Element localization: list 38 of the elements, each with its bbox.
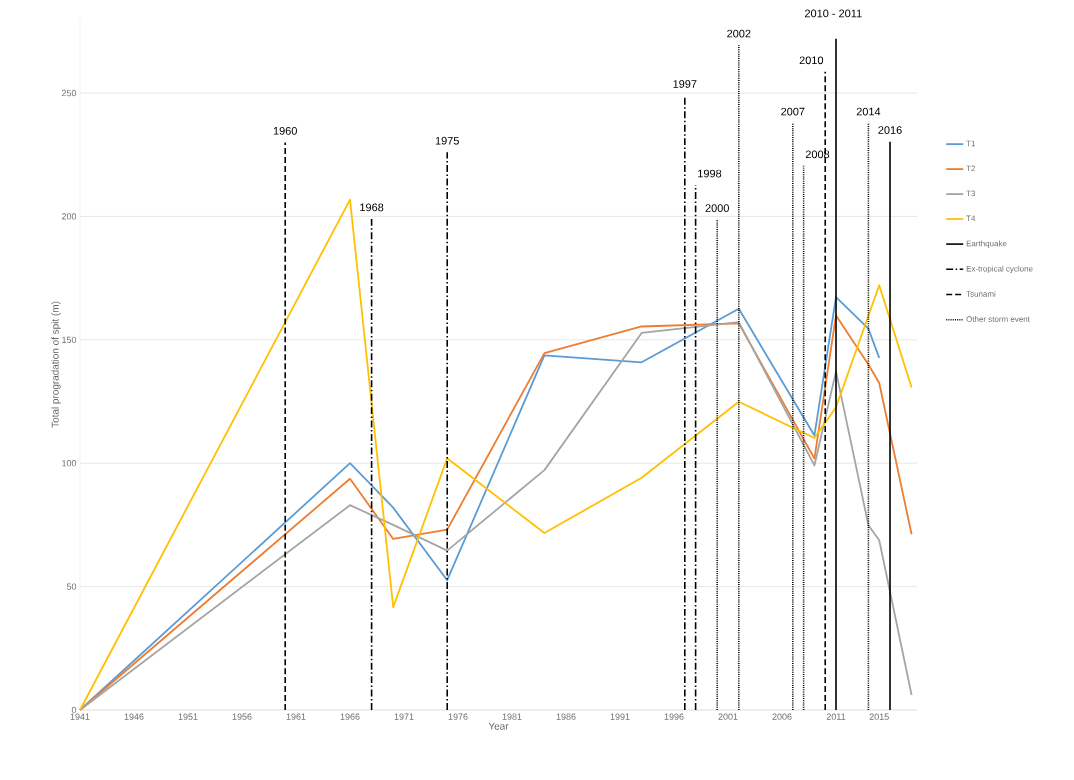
text: 2010 - 2011 [805,9,862,18]
y-tick-label: 50 [66,583,77,590]
annotation: 1960 [273,126,297,135]
x-tick-label: 1961 [286,713,306,720]
x-tick-label: 1976 [448,713,468,720]
annotation: 2000 [705,204,729,212]
y-tick-label: 150 [62,336,77,343]
annotation: 1968 [360,203,384,212]
annotation: 2002 [727,29,751,38]
annotation: 2016 [878,126,902,134]
annotation: 2008 [805,150,830,159]
x-tick-label: 2011 [826,713,846,720]
y-tick-label: 100 [62,460,77,467]
x-tick-label: 1951 [178,713,198,720]
x-tick-label: 1996 [664,713,684,720]
y-tick-label: 250 [61,89,77,97]
annotation: 1975 [435,136,459,145]
x-tick-label: 2006 [772,713,792,720]
annotation: 1997 [673,80,697,88]
annotation: 2010 [799,56,824,65]
annotation: 1998 [698,169,722,178]
annotation: 2014 [856,107,881,116]
x-tick-label: 1971 [394,713,414,720]
line-series [79,198,913,711]
y-tick-label: 0 [71,706,77,714]
x-tick-label: 2001 [718,713,738,720]
x-tick-label: 1986 [556,713,576,720]
x-tick-label: 1941 [70,713,90,720]
x-tick-label: 1966 [340,713,360,720]
annotation: 2007 [781,107,805,116]
x-tick-label: 1981 [502,713,522,720]
y-tick-label: 200 [61,213,77,220]
x-tick-label: 1956 [232,713,252,720]
x-tick-label: 1991 [610,713,630,720]
x-tick-label: 1946 [124,713,144,720]
x-axis-title: Year [488,722,509,730]
y-axis-title: Total progradation of spit (m) [51,301,61,428]
x-tick-label: 2015 [869,713,889,720]
